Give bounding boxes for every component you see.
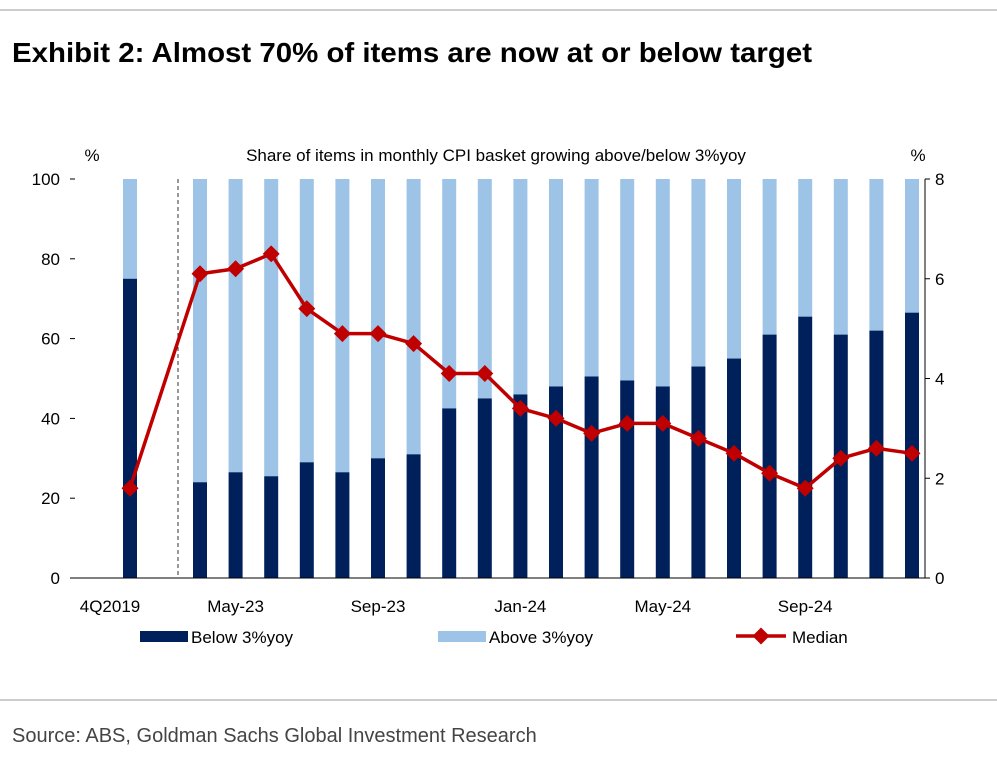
median-marker-Jun-23 [262, 245, 280, 263]
left-tick-label: 100 [32, 170, 60, 189]
bar-above-Apr-23 [193, 179, 207, 483]
bar-below-Dec-23 [477, 398, 492, 578]
median-marker-Oct-23 [405, 335, 423, 353]
right-tick-label: 0 [935, 569, 944, 588]
median-marker-Dec-24 [903, 444, 921, 462]
left-tick-label: 0 [51, 569, 60, 588]
median-marker-4Q2019 [121, 479, 139, 497]
bar-below-Jun-23 [264, 476, 279, 578]
bar-above-Jun-23 [264, 179, 279, 477]
bar-below-Aug-24 [762, 334, 777, 578]
legend-swatch-median-marker [752, 627, 770, 645]
bar-above-Aug-24 [762, 179, 777, 335]
legend-label-median: Median [792, 628, 848, 647]
legend-swatch-above [438, 631, 486, 642]
bar-above-Feb-24 [549, 179, 563, 387]
median-marker-Feb-24 [547, 409, 565, 427]
right-tick-label: 8 [935, 170, 944, 189]
x-tick-label: Jan-24 [494, 597, 546, 616]
median-marker-Jan-24 [511, 399, 529, 417]
bar-below-May-24 [655, 386, 670, 578]
bar-above-Oct-24 [833, 179, 848, 335]
legend-label-below: Below 3%yoy [191, 628, 294, 647]
bar-above-4Q2019 [123, 179, 137, 279]
bar-below-Sep-23 [371, 458, 385, 578]
median-marker-Sep-24 [796, 479, 814, 497]
median-marker-Jul-23 [298, 300, 316, 318]
chart-subtitle: Share of items in monthly CPI basket gro… [246, 146, 746, 165]
bar-below-Mar-24 [584, 376, 599, 578]
bar-above-Sep-24 [798, 179, 813, 317]
bar-above-Apr-24 [620, 179, 635, 381]
x-tick-label: May-24 [634, 597, 691, 616]
bar-above-May-24 [655, 179, 670, 387]
bar-below-Sep-24 [798, 316, 813, 578]
bar-above-Dec-24 [905, 179, 919, 313]
x-tick-label: 4Q2019 [80, 597, 141, 616]
bar-above-Jul-23 [299, 179, 314, 463]
left-tick-label: 20 [41, 489, 60, 508]
bar-above-Mar-24 [584, 179, 599, 377]
median-marker-Nov-24 [867, 439, 885, 457]
plot-area: 0 20 40 60 80 100 0 2 4 6 8 4Q2019 May-23 Sep-23 Jan-2… [32, 170, 945, 616]
legend: Below 3%yoy Above 3%yoy Median [140, 627, 848, 647]
source-note: Source: ABS, Goldman Sachs Global Invest… [12, 725, 537, 747]
legend-swatch-below [140, 631, 188, 642]
median-marker-Oct-24 [832, 449, 850, 467]
bar-below-Jan-24 [513, 394, 528, 578]
bar-above-May-23 [228, 179, 243, 473]
left-tick-label: 40 [41, 409, 60, 428]
bar-below-Aug-23 [335, 472, 350, 578]
bar-below-Feb-24 [549, 386, 563, 578]
median-marker-Mar-24 [583, 424, 601, 442]
median-marker-May-23 [227, 260, 245, 278]
median-marker-May-24 [654, 414, 672, 432]
bar-below-4Q2019 [123, 278, 137, 578]
median-marker-Aug-24 [761, 464, 779, 482]
bar-below-Oct-23 [406, 454, 421, 578]
left-tick-label: 80 [41, 250, 60, 269]
x-tick-label: May-23 [207, 597, 264, 616]
median-marker-Jun-24 [689, 429, 707, 447]
bar-above-Jan-24 [513, 179, 528, 395]
left-tick-label: 60 [41, 330, 60, 349]
bar-above-Oct-23 [406, 179, 421, 455]
legend-label-above: Above 3%yoy [489, 628, 593, 647]
right-tick-label: 6 [935, 270, 944, 289]
bar-above-Jun-24 [691, 179, 706, 367]
median-marker-Nov-23 [440, 365, 458, 382]
right-axis-unit: % [910, 146, 925, 165]
bar-above-Nov-24 [869, 179, 884, 331]
bar-below-Jul-24 [727, 358, 741, 578]
x-tick-label: Sep-24 [778, 597, 833, 616]
median-marker-Dec-23 [476, 365, 494, 382]
chart-title: Exhibit 2: Almost 70% of items are now a… [12, 37, 812, 68]
median-marker-Apr-24 [618, 414, 636, 432]
median-marker-Jul-24 [725, 444, 743, 462]
bar-above-Jul-24 [727, 179, 741, 359]
bar-below-Apr-24 [620, 380, 635, 578]
x-tick-label: Sep-23 [351, 597, 406, 616]
bar-below-Apr-23 [193, 482, 207, 578]
median-marker-Apr-23 [191, 265, 209, 283]
median-line [128, 252, 913, 490]
median-marker-Sep-23 [369, 325, 387, 343]
bar-below-May-23 [228, 472, 243, 578]
bar-below-Jun-24 [691, 366, 706, 578]
median-marker-Aug-23 [333, 325, 351, 343]
bar-above-Sep-23 [371, 179, 385, 459]
bar-above-Nov-23 [442, 179, 457, 409]
bar-above-Dec-23 [477, 179, 492, 399]
right-tick-label: 2 [935, 469, 944, 488]
bar-below-Jul-23 [299, 462, 314, 578]
left-axis-unit: % [84, 146, 99, 165]
right-tick-label: 4 [935, 370, 944, 389]
bar-below-Nov-23 [442, 408, 457, 578]
